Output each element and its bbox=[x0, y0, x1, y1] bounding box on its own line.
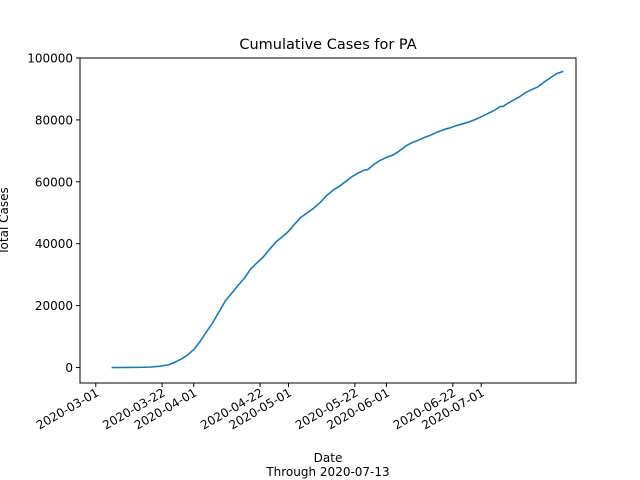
x-axis-label: Date bbox=[314, 451, 343, 465]
series-line bbox=[111, 70, 564, 369]
x-tick-label: 2020-03-01 bbox=[34, 385, 101, 432]
y-tick-label: 20000 bbox=[35, 299, 73, 313]
axes-frame bbox=[79, 57, 577, 384]
x-axis: 2020-03-012020-03-222020-04-012020-04-22… bbox=[34, 383, 487, 432]
y-tick-label: 0 bbox=[65, 361, 73, 375]
x-axis-sublabel: Through 2020-07-13 bbox=[265, 465, 389, 479]
y-axis: 0 20000 40000 60000 80000 100000 bbox=[27, 52, 80, 375]
y-axis-label: Total Cases bbox=[0, 187, 11, 255]
y-tick-label: 40000 bbox=[35, 237, 73, 251]
plot-area bbox=[111, 70, 564, 369]
y-tick-label: 100000 bbox=[27, 52, 73, 66]
y-tick-label: 80000 bbox=[35, 113, 73, 127]
chart-title: Cumulative Cases for PA bbox=[239, 37, 416, 53]
y-tick-label: 60000 bbox=[35, 175, 73, 189]
